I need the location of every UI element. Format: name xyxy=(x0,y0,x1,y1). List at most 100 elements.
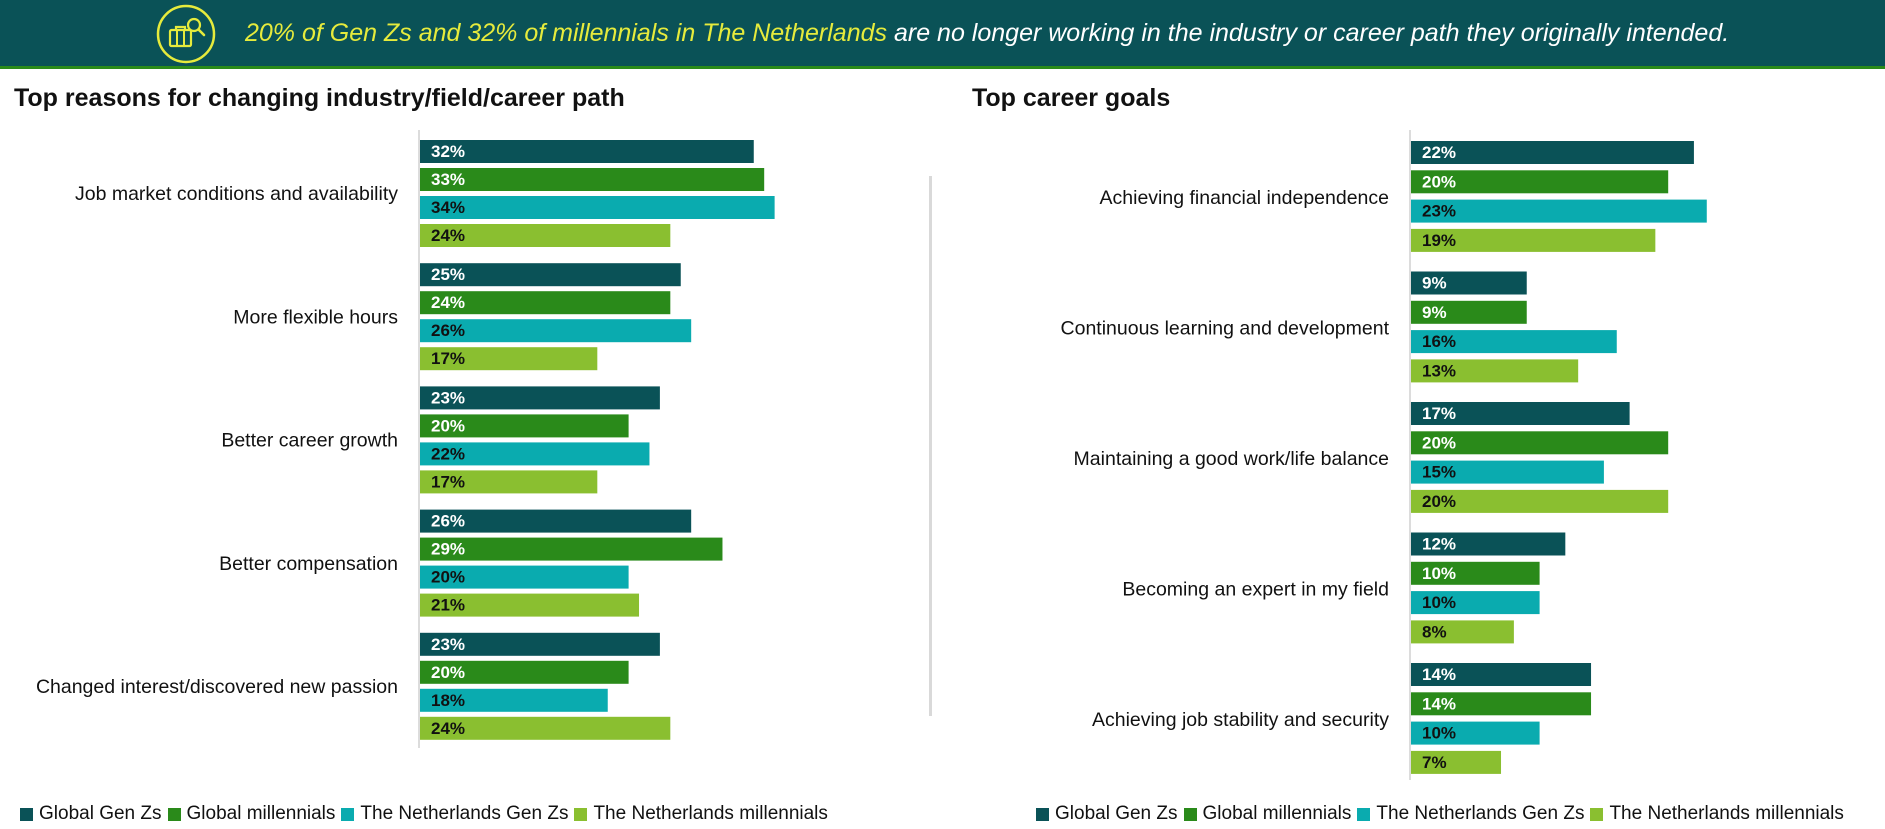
panel-divider xyxy=(929,176,932,716)
data-label-the-netherlands-gen-zs-continuous-learning-and-development: 16% xyxy=(1422,332,1456,351)
legend-item-the-netherlands-millennials: The Netherlands millennials xyxy=(1590,803,1844,825)
bar-global-gen-zs-maintaining-a-good-work-life-balance xyxy=(1411,402,1630,425)
legend-item-the-netherlands-gen-zs: The Netherlands Gen Zs xyxy=(341,803,568,825)
data-label-global-millennials-more-flexible-hours: 24% xyxy=(431,293,465,312)
legend-item-global-gen-zs: Global Gen Zs xyxy=(1036,803,1178,825)
category-label-better-compensation: Better compensation xyxy=(219,553,398,575)
data-label-global-millennials-changed-interest-discovered-new-passion: 20% xyxy=(431,663,465,682)
legend-item-global-gen-zs: Global Gen Zs xyxy=(20,803,162,825)
data-label-the-netherlands-gen-zs-job-market-conditions-and-availability: 34% xyxy=(431,198,465,217)
data-label-the-netherlands-gen-zs-becoming-an-expert-in-my-field: 10% xyxy=(1422,593,1456,612)
bar-the-netherlands-millennials-continuous-learning-and-development xyxy=(1411,359,1579,383)
bar-the-netherlands-millennials-job-market-conditions-and-availability xyxy=(420,224,671,247)
bar-global-gen-zs-more-flexible-hours xyxy=(420,263,681,287)
left-chart-title: Top reasons for changing industry/field/… xyxy=(14,84,625,112)
category-label-job-market-conditions-and-availability: Job market conditions and availability xyxy=(75,183,398,205)
legend-label: The Netherlands Gen Zs xyxy=(360,803,569,824)
data-label-global-gen-zs-achieving-job-stability-and-security: 14% xyxy=(1422,665,1456,684)
bar-global-gen-zs-changed-interest-discovered-new-passion xyxy=(420,632,660,656)
bar-global-gen-zs-better-career-growth xyxy=(420,386,660,410)
legend-swatch xyxy=(20,807,33,821)
data-label-global-millennials-maintaining-a-good-work-life-balance: 20% xyxy=(1422,433,1456,452)
banner-highlight: 20% of Gen Zs and 32% of millennials in … xyxy=(245,19,888,47)
data-label-the-netherlands-millennials-maintaining-a-good-work-life-balance: 20% xyxy=(1422,492,1456,511)
bar-global-millennials-job-market-conditions-and-availability xyxy=(420,168,765,191)
data-label-the-netherlands-millennials-achieving-job-stability-and-security: 7% xyxy=(1422,753,1447,772)
bar-global-millennials-better-compensation xyxy=(420,537,723,561)
legend-label: Global millennials xyxy=(1202,803,1352,824)
bar-global-millennials-more-flexible-hours xyxy=(420,291,671,315)
category-label-achieving-job-stability-and-security: Achieving job stability and security xyxy=(1092,709,1389,731)
data-label-global-millennials-better-career-growth: 20% xyxy=(431,416,465,435)
data-label-global-gen-zs-maintaining-a-good-work-life-balance: 17% xyxy=(1422,404,1456,423)
bar-the-netherlands-millennials-more-flexible-hours xyxy=(420,347,598,371)
banner: 20% of Gen Zs and 32% of millennials in … xyxy=(0,0,1885,69)
data-label-global-millennials-job-market-conditions-and-availability: 33% xyxy=(431,170,465,189)
bar-the-netherlands-gen-zs-better-career-growth xyxy=(420,442,650,466)
legend-left: Global Gen Zs Global millennials The Nethe… xyxy=(20,802,834,826)
data-label-the-netherlands-millennials-changed-interest-discovered-new-passion: 24% xyxy=(431,719,465,738)
legend-swatch xyxy=(341,807,355,821)
legend-right: Global Gen Zs Global millennials The Nethe… xyxy=(1036,802,1850,826)
legend-label: The Netherlands millennials xyxy=(1609,803,1844,824)
legend-item-global-millennials: Global millennials xyxy=(167,803,335,825)
category-label-more-flexible-hours: More flexible hours xyxy=(233,306,398,328)
data-label-global-millennials-becoming-an-expert-in-my-field: 10% xyxy=(1422,564,1456,583)
data-label-the-netherlands-gen-zs-maintaining-a-good-work-life-balance: 15% xyxy=(1422,463,1456,482)
legend-label: The Netherlands Gen Zs xyxy=(1376,803,1585,824)
data-label-global-gen-zs-continuous-learning-and-development: 9% xyxy=(1422,273,1447,292)
bar-global-gen-zs-becoming-an-expert-in-my-field xyxy=(1411,532,1566,556)
bar-global-millennials-changed-interest-discovered-new-passion xyxy=(420,660,629,684)
data-label-global-gen-zs-changed-interest-discovered-new-passion: 23% xyxy=(431,635,465,654)
legend-swatch xyxy=(1357,807,1371,821)
bar-the-netherlands-gen-zs-continuous-learning-and-development xyxy=(1411,330,1617,354)
data-label-the-netherlands-millennials-becoming-an-expert-in-my-field: 8% xyxy=(1422,622,1447,641)
bar-the-netherlands-millennials-achieving-financial-independence xyxy=(1411,228,1656,252)
bar-the-netherlands-gen-zs-achieving-job-stability-and-security xyxy=(1411,721,1540,745)
banner-rest: are no longer working in the industry or… xyxy=(887,19,1730,47)
data-label-global-gen-zs-better-career-growth: 23% xyxy=(431,388,465,407)
bar-the-netherlands-millennials-becoming-an-expert-in-my-field xyxy=(1411,620,1514,644)
bar-global-millennials-achieving-financial-independence xyxy=(1411,170,1669,194)
legend-item-the-netherlands-gen-zs: The Netherlands Gen Zs xyxy=(1357,803,1584,825)
category-label-maintaining-a-good-work-life-balance: Maintaining a good work/life balance xyxy=(1074,448,1389,470)
legend-label: Global Gen Zs xyxy=(1055,803,1178,824)
bar-the-netherlands-gen-zs-better-compensation xyxy=(420,565,629,589)
bar-global-millennials-continuous-learning-and-development xyxy=(1411,300,1527,324)
bar-the-netherlands-gen-zs-achieving-financial-independence xyxy=(1411,199,1707,223)
bar-global-gen-zs-achieving-job-stability-and-security xyxy=(1411,663,1592,686)
bar-global-millennials-achieving-job-stability-and-security xyxy=(1411,692,1592,716)
data-label-the-netherlands-millennials-better-career-growth: 17% xyxy=(431,472,465,491)
data-label-global-gen-zs-more-flexible-hours: 25% xyxy=(431,265,465,284)
data-label-the-netherlands-millennials-job-market-conditions-and-availability: 24% xyxy=(431,226,465,245)
category-label-changed-interest-discovered-new-passion: Changed interest/discovered new passion xyxy=(36,676,398,698)
legend-swatch xyxy=(574,807,588,821)
bar-the-netherlands-millennials-maintaining-a-good-work-life-balance xyxy=(1411,489,1669,513)
briefcase-search-icon xyxy=(156,4,216,64)
legend-label: Global Gen Zs xyxy=(39,803,162,824)
category-label-continuous-learning-and-development: Continuous learning and development xyxy=(1061,317,1390,339)
bar-the-netherlands-gen-zs-job-market-conditions-and-availability xyxy=(420,196,775,219)
data-label-global-gen-zs-better-compensation: 26% xyxy=(431,512,465,531)
data-label-global-millennials-achieving-job-stability-and-security: 14% xyxy=(1422,694,1456,713)
bar-global-gen-zs-achieving-financial-independence xyxy=(1411,141,1694,164)
banner-text: 20% of Gen Zs and 32% of millennials in … xyxy=(245,0,1729,66)
data-label-the-netherlands-gen-zs-achieving-job-stability-and-security: 10% xyxy=(1422,724,1456,743)
bar-the-netherlands-gen-zs-maintaining-a-good-work-life-balance xyxy=(1411,460,1604,484)
category-label-becoming-an-expert-in-my-field: Becoming an expert in my field xyxy=(1122,578,1389,600)
data-label-the-netherlands-millennials-achieving-financial-independence: 19% xyxy=(1422,231,1456,250)
data-label-the-netherlands-gen-zs-achieving-financial-independence: 23% xyxy=(1422,202,1456,221)
legend-swatch xyxy=(167,807,181,821)
bar-the-netherlands-millennials-changed-interest-discovered-new-passion xyxy=(420,716,671,740)
legend-swatch xyxy=(1036,807,1049,821)
bar-global-gen-zs-job-market-conditions-and-availability xyxy=(420,140,754,163)
data-label-global-gen-zs-becoming-an-expert-in-my-field: 12% xyxy=(1422,534,1456,553)
bar-global-millennials-maintaining-a-good-work-life-balance xyxy=(1411,431,1669,455)
bar-the-netherlands-millennials-better-career-growth xyxy=(420,470,598,494)
data-label-global-gen-zs-job-market-conditions-and-availability: 32% xyxy=(431,142,465,161)
bar-global-millennials-becoming-an-expert-in-my-field xyxy=(1411,561,1540,585)
data-label-the-netherlands-gen-zs-more-flexible-hours: 26% xyxy=(431,321,465,340)
legend-item-the-netherlands-millennials: The Netherlands millennials xyxy=(574,803,828,825)
